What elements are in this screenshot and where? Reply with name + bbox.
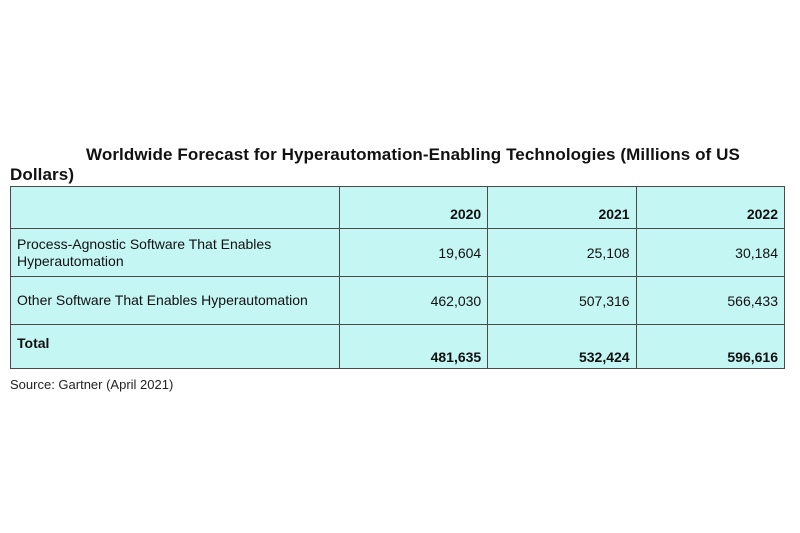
value-cell: 507,316 — [487, 276, 637, 325]
total-value-cell: 532,424 — [487, 324, 637, 369]
value-cell: 30,184 — [635, 228, 786, 277]
forecast-table: 2020 2021 2022 Process-Agnostic Software… — [10, 186, 786, 369]
total-label: Total — [10, 324, 340, 369]
value-cell: 566,433 — [635, 276, 786, 325]
total-value-cell: 481,635 — [338, 324, 489, 369]
value-cell: 462,030 — [338, 276, 489, 325]
header-cell-2020: 2020 — [338, 186, 489, 229]
source-note: Source: Gartner (April 2021) — [10, 377, 174, 392]
header-cell-2022: 2022 — [635, 186, 786, 229]
row-label: Other Software That Enables Hyperautomat… — [10, 276, 340, 325]
table-title: Worldwide Forecast for Hyperautomation-E… — [10, 145, 740, 184]
value-cell: 25,108 — [487, 228, 637, 277]
header-cell-label — [10, 186, 340, 229]
table-row: Process-Agnostic Software That Enables H… — [10, 228, 786, 277]
total-value-cell: 596,616 — [635, 324, 786, 369]
row-label: Process-Agnostic Software That Enables H… — [10, 228, 340, 277]
value-cell: 19,604 — [338, 228, 489, 277]
table-row: Other Software That Enables Hyperautomat… — [10, 276, 786, 325]
total-row: Total 481,635 532,424 596,616 — [10, 324, 786, 369]
table-header-row: 2020 2021 2022 — [10, 186, 786, 229]
header-cell-2021: 2021 — [487, 186, 637, 229]
